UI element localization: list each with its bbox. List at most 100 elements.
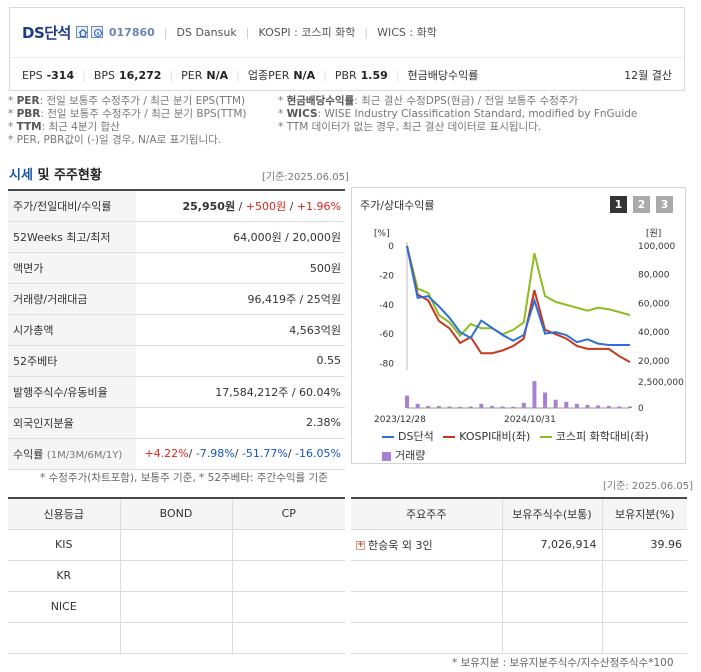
- volume-tick-label: 2,500,000: [638, 378, 684, 388]
- table-row: 시가총액 4,563억원: [8, 314, 345, 346]
- note-line: * 현금배당수익률: 최근 결산 수정DPS(현금) / 전일 보통주 수정주가: [278, 95, 579, 107]
- home-icon[interactable]: [75, 26, 88, 38]
- market-sector: KOSPI : 코스피 화학: [258, 26, 356, 39]
- note-line: * WICS: WISE Industry Classification Sta…: [278, 108, 638, 120]
- english-name: DS Dansuk: [176, 25, 237, 39]
- column-header: CP: [231, 498, 345, 530]
- metric-label: PBR: [334, 68, 357, 82]
- company-title-row: DS단석 017860 | DS Dansuk | KOSPI : 코스피 화학…: [22, 23, 437, 42]
- chart-title: 주가/상대수익률: [360, 199, 435, 212]
- series-line-2: [406, 245, 631, 338]
- volume-bar: [479, 403, 484, 408]
- volume-bar: [500, 406, 505, 408]
- left-tick-label: -80: [379, 360, 394, 370]
- table-row: 발행주식수/유동비율 17,584,212주 / 60.04%: [8, 376, 345, 408]
- section-title: 시세 및 주주현황: [9, 168, 102, 183]
- metric-label: BPS: [93, 68, 115, 82]
- left-axis-unit: [%]: [374, 229, 390, 239]
- metric-label: PER: [181, 68, 203, 82]
- metric-value: N/A: [206, 68, 229, 82]
- fiscal-month: 12월 결산: [624, 69, 672, 82]
- table-row: 수익률 (1M/3M/6M/1Y) +4.22%/ -7.98%/ -51.77…: [8, 438, 345, 470]
- volume-bar: [553, 399, 558, 408]
- volume-bar: [564, 401, 569, 408]
- table-row: [351, 622, 687, 654]
- volume-bar: [447, 406, 452, 408]
- right-tick-label: 80,000: [638, 271, 670, 281]
- chart-page-3-button[interactable]: 3: [656, 196, 673, 213]
- row-label: 거래량/거래대금: [8, 283, 136, 315]
- ir-info-icon[interactable]: [90, 26, 103, 38]
- legend-item: KOSPI대비(좌): [443, 428, 530, 444]
- legend-item: DS단석: [382, 428, 434, 444]
- row-value: 0.55: [136, 345, 345, 377]
- row-label: 주가/전일대비/수익률: [8, 190, 136, 222]
- note-line: * PER, PBR값이 (-)일 경우, N/A로 표기됩니다.: [8, 134, 222, 146]
- row-label: 발행주식수/유동비율: [8, 376, 136, 408]
- left-tick-label: 0: [388, 242, 394, 252]
- volume-bar: [574, 403, 579, 408]
- left-tick-label: -60: [379, 330, 394, 340]
- right-tick-label: 60,000: [638, 299, 670, 309]
- volume-bar: [468, 406, 473, 408]
- x-tick-label: 2024/10/31: [504, 415, 556, 425]
- table-row: [8, 622, 345, 654]
- left-tick-label: -40: [379, 301, 394, 311]
- legend-item: 코스피 화학대비(좌): [539, 428, 649, 444]
- table-row: KIS: [8, 529, 345, 561]
- volume-bar: [628, 406, 632, 408]
- note-line: * PBR: 전일 보통주 수정주가 / 최근 분기 BPS(TTM): [8, 108, 247, 120]
- metric-label: 현금배당수익률: [407, 69, 479, 82]
- metric-value: 1.59: [360, 68, 388, 82]
- column-header: BOND: [119, 498, 232, 530]
- legend-item: 거래량: [382, 447, 425, 463]
- market-footnote: * 수정주가(차트포함), 보통주 기준, * 52주베타: 주간수익률 기준: [40, 472, 328, 484]
- series-line-0: [406, 245, 630, 346]
- volume-bar: [617, 406, 622, 408]
- table-row: 주가/전일대비/수익률 25,950원 / +500원 / +1.96%: [8, 190, 345, 222]
- table-row: 52주베타 0.55: [8, 345, 345, 377]
- row-value: 96,419주 / 25억원: [136, 283, 345, 315]
- chart-page-2-button[interactable]: 2: [633, 196, 650, 213]
- company-header: DS단석 017860 | DS Dansuk | KOSPI : 코스피 화학…: [9, 7, 685, 91]
- shareholder-name[interactable]: + 한승욱 외 3인: [351, 529, 502, 561]
- row-value: 500원: [136, 252, 345, 284]
- major-shareholder-table: 주요주주 보유주식수(보통) 보유지분(%) + 한승욱 외 3인 7,026,9…: [351, 497, 687, 654]
- row-value: 4,563억원: [136, 314, 345, 346]
- volume-bar: [596, 405, 601, 408]
- volume-tick-label: 0: [638, 404, 644, 414]
- metric-value: -314: [46, 68, 75, 82]
- column-header: 신용등급: [8, 498, 120, 530]
- volume-bar: [511, 406, 516, 408]
- valuation-metrics: EPS -314 | BPS 16,272 | PER N/A | 업종PER N/A …: [22, 68, 672, 83]
- row-label: 외국인지분율: [8, 407, 136, 439]
- table-row: [351, 591, 687, 623]
- table-row: [351, 560, 687, 592]
- market-info-table: 주가/전일대비/수익률 25,950원 / +500원 / +1.96% 52W…: [8, 189, 345, 470]
- table-header-row: 주요주주 보유주식수(보통) 보유지분(%): [351, 498, 687, 530]
- table-row: 외국인지분율 2.38%: [8, 407, 345, 439]
- shares-held: 7,026,914: [501, 529, 602, 561]
- left-tick-label: -20: [379, 271, 394, 281]
- table-row: KR: [8, 560, 345, 592]
- chart-legend: DS단석 KOSPI대비(좌) 코스피 화학대비(좌) 거래량: [382, 428, 655, 463]
- expand-icon[interactable]: +: [356, 540, 365, 550]
- price-chart: [%] [원] 0 -20 -40 -60 -80 100,000 80,000 60,000 40…: [374, 228, 684, 425]
- row-label: 액면가: [8, 252, 136, 284]
- return-values: +4.22%/ -7.98%/ -51.77%/ -16.05%: [136, 438, 345, 470]
- price-value: 25,950원 / +500원 / +1.96%: [136, 190, 345, 222]
- metric-value: N/A: [293, 68, 316, 82]
- column-header: 주요주주: [351, 498, 502, 530]
- holder-footnote: * 보유지분 : 보유지분주식수/지수산정주식수*100: [452, 657, 674, 669]
- column-header: 보유주식수(보통): [501, 498, 602, 530]
- right-tick-label: 100,000: [638, 242, 675, 252]
- metric-value: 16,272: [119, 68, 162, 82]
- company-name[interactable]: DS단석: [22, 23, 71, 42]
- note-line: * TTM 데이터가 없는 경우, 최근 결산 데이터로 표시됩니다.: [278, 121, 542, 133]
- volume-bar: [585, 404, 590, 408]
- note-line: * PER: 전일 보통주 수정주가 / 최근 분기 EPS(TTM): [8, 95, 246, 107]
- row-value: 64,000원 / 20,000원: [136, 221, 345, 253]
- row-label: 수익률 (1M/3M/6M/1Y): [8, 438, 136, 470]
- right-tick-label: 40,000: [638, 328, 670, 338]
- chart-page-1-button[interactable]: 1: [610, 196, 627, 213]
